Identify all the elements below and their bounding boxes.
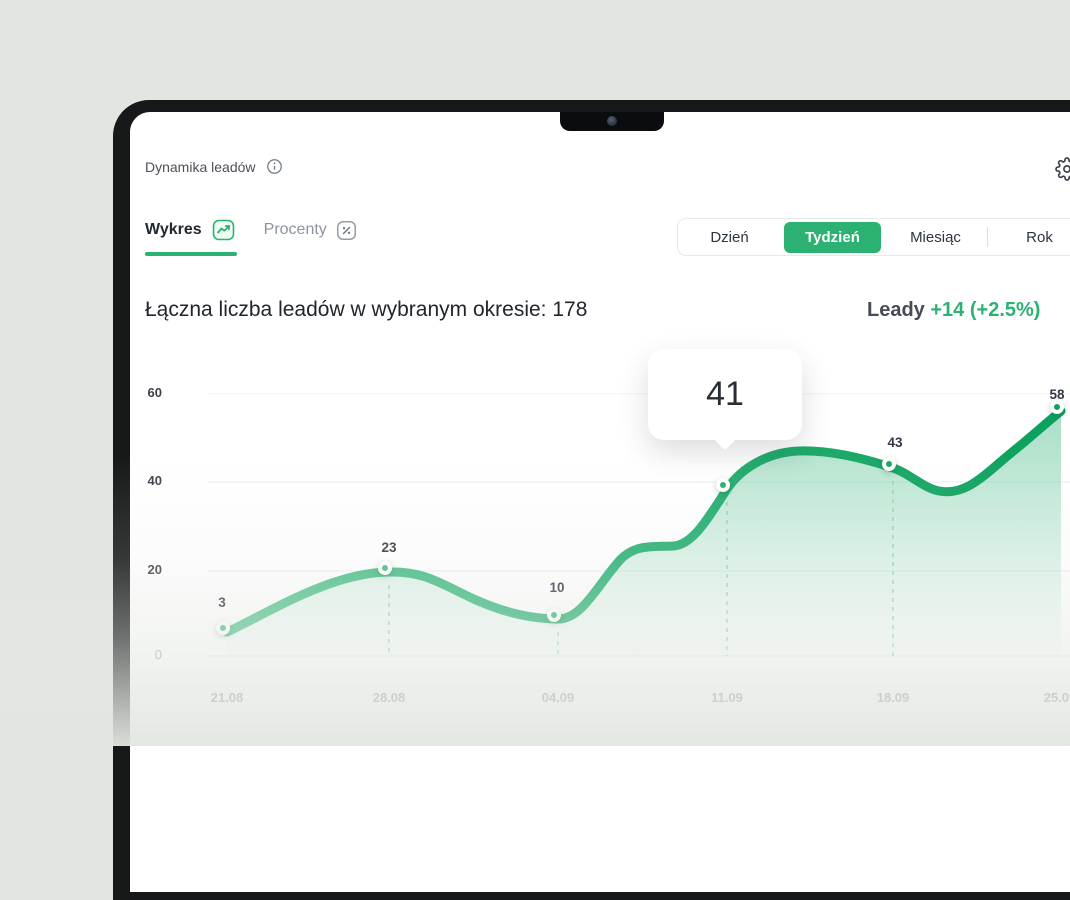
- laptop-notch: [560, 112, 664, 131]
- point-value-2509: 58: [1049, 387, 1065, 402]
- legend-series-name: Leady: [867, 299, 925, 321]
- point-value-1809: 43: [887, 435, 903, 450]
- data-point-0409[interactable]: [547, 608, 561, 622]
- period-option-rok[interactable]: Rok: [1026, 228, 1053, 246]
- xtick-1109: 11.09: [711, 690, 743, 705]
- tooltip-value: 41: [706, 375, 744, 413]
- tab-procenty[interactable]: Procenty: [264, 220, 357, 241]
- period-option-dzien[interactable]: Dzień: [710, 228, 749, 246]
- data-point-2108[interactable]: [216, 621, 230, 635]
- chart-tooltip: 41: [648, 349, 802, 440]
- ytick-40: 40: [147, 473, 162, 488]
- xtick-1809: 18.09: [876, 690, 910, 705]
- segment-divider: [987, 227, 988, 247]
- tab-procenty-label: Procenty: [263, 221, 327, 238]
- period-option-tydzien[interactable]: Tydzień: [784, 221, 881, 253]
- data-point-2509[interactable]: [1050, 400, 1064, 414]
- xtick-2509: 25.09: [1043, 690, 1070, 705]
- point-value-2808: 23: [381, 540, 397, 555]
- trend-up-icon: [212, 219, 234, 241]
- data-point-2808[interactable]: [378, 561, 392, 575]
- data-point-1109[interactable]: [716, 478, 730, 492]
- area-fill: [227, 411, 1061, 656]
- leads-line-chart: [208, 393, 1070, 657]
- gear-icon[interactable]: [1055, 157, 1070, 181]
- info-icon[interactable]: [266, 158, 283, 175]
- ytick-0: 0: [154, 647, 162, 662]
- point-value-0409: 10: [549, 580, 565, 595]
- ytick-60: 60: [147, 385, 162, 400]
- chart-legend: Leady +14 (+2.5%): [867, 299, 1040, 322]
- tab-wykres-label: Wykres: [145, 221, 202, 238]
- webcam-icon: [607, 116, 617, 126]
- period-selector: Dzień Tydzień Miesiąc Rok: [677, 218, 1070, 256]
- active-tab-underline: [145, 252, 237, 256]
- xtick-2108: 21.08: [210, 690, 244, 705]
- total-leads-title: Łączna liczba leadów w wybranym okresie:…: [145, 298, 588, 321]
- tab-wykres[interactable]: Wykres: [145, 218, 236, 242]
- widget-header: Dynamika leadów: [145, 158, 283, 175]
- xtick-0409: 04.09: [541, 690, 575, 705]
- ytick-20: 20: [147, 562, 162, 577]
- data-point-1809[interactable]: [882, 457, 896, 471]
- point-value-2108: 3: [218, 595, 226, 610]
- percent-icon: [336, 220, 356, 240]
- view-tabs: Wykres Procenty: [145, 218, 357, 242]
- legend-change-value: +14 (+2.5%): [930, 299, 1041, 321]
- widget-title: Dynamika leadów: [145, 158, 256, 175]
- period-option-miesiac[interactable]: Miesiąc: [910, 228, 961, 246]
- laptop-frame: Dynamika leadów Wykres Procenty: [113, 100, 1070, 900]
- xtick-2808: 28.08: [372, 690, 406, 705]
- app-screen: Dynamika leadów Wykres Procenty: [130, 112, 1070, 892]
